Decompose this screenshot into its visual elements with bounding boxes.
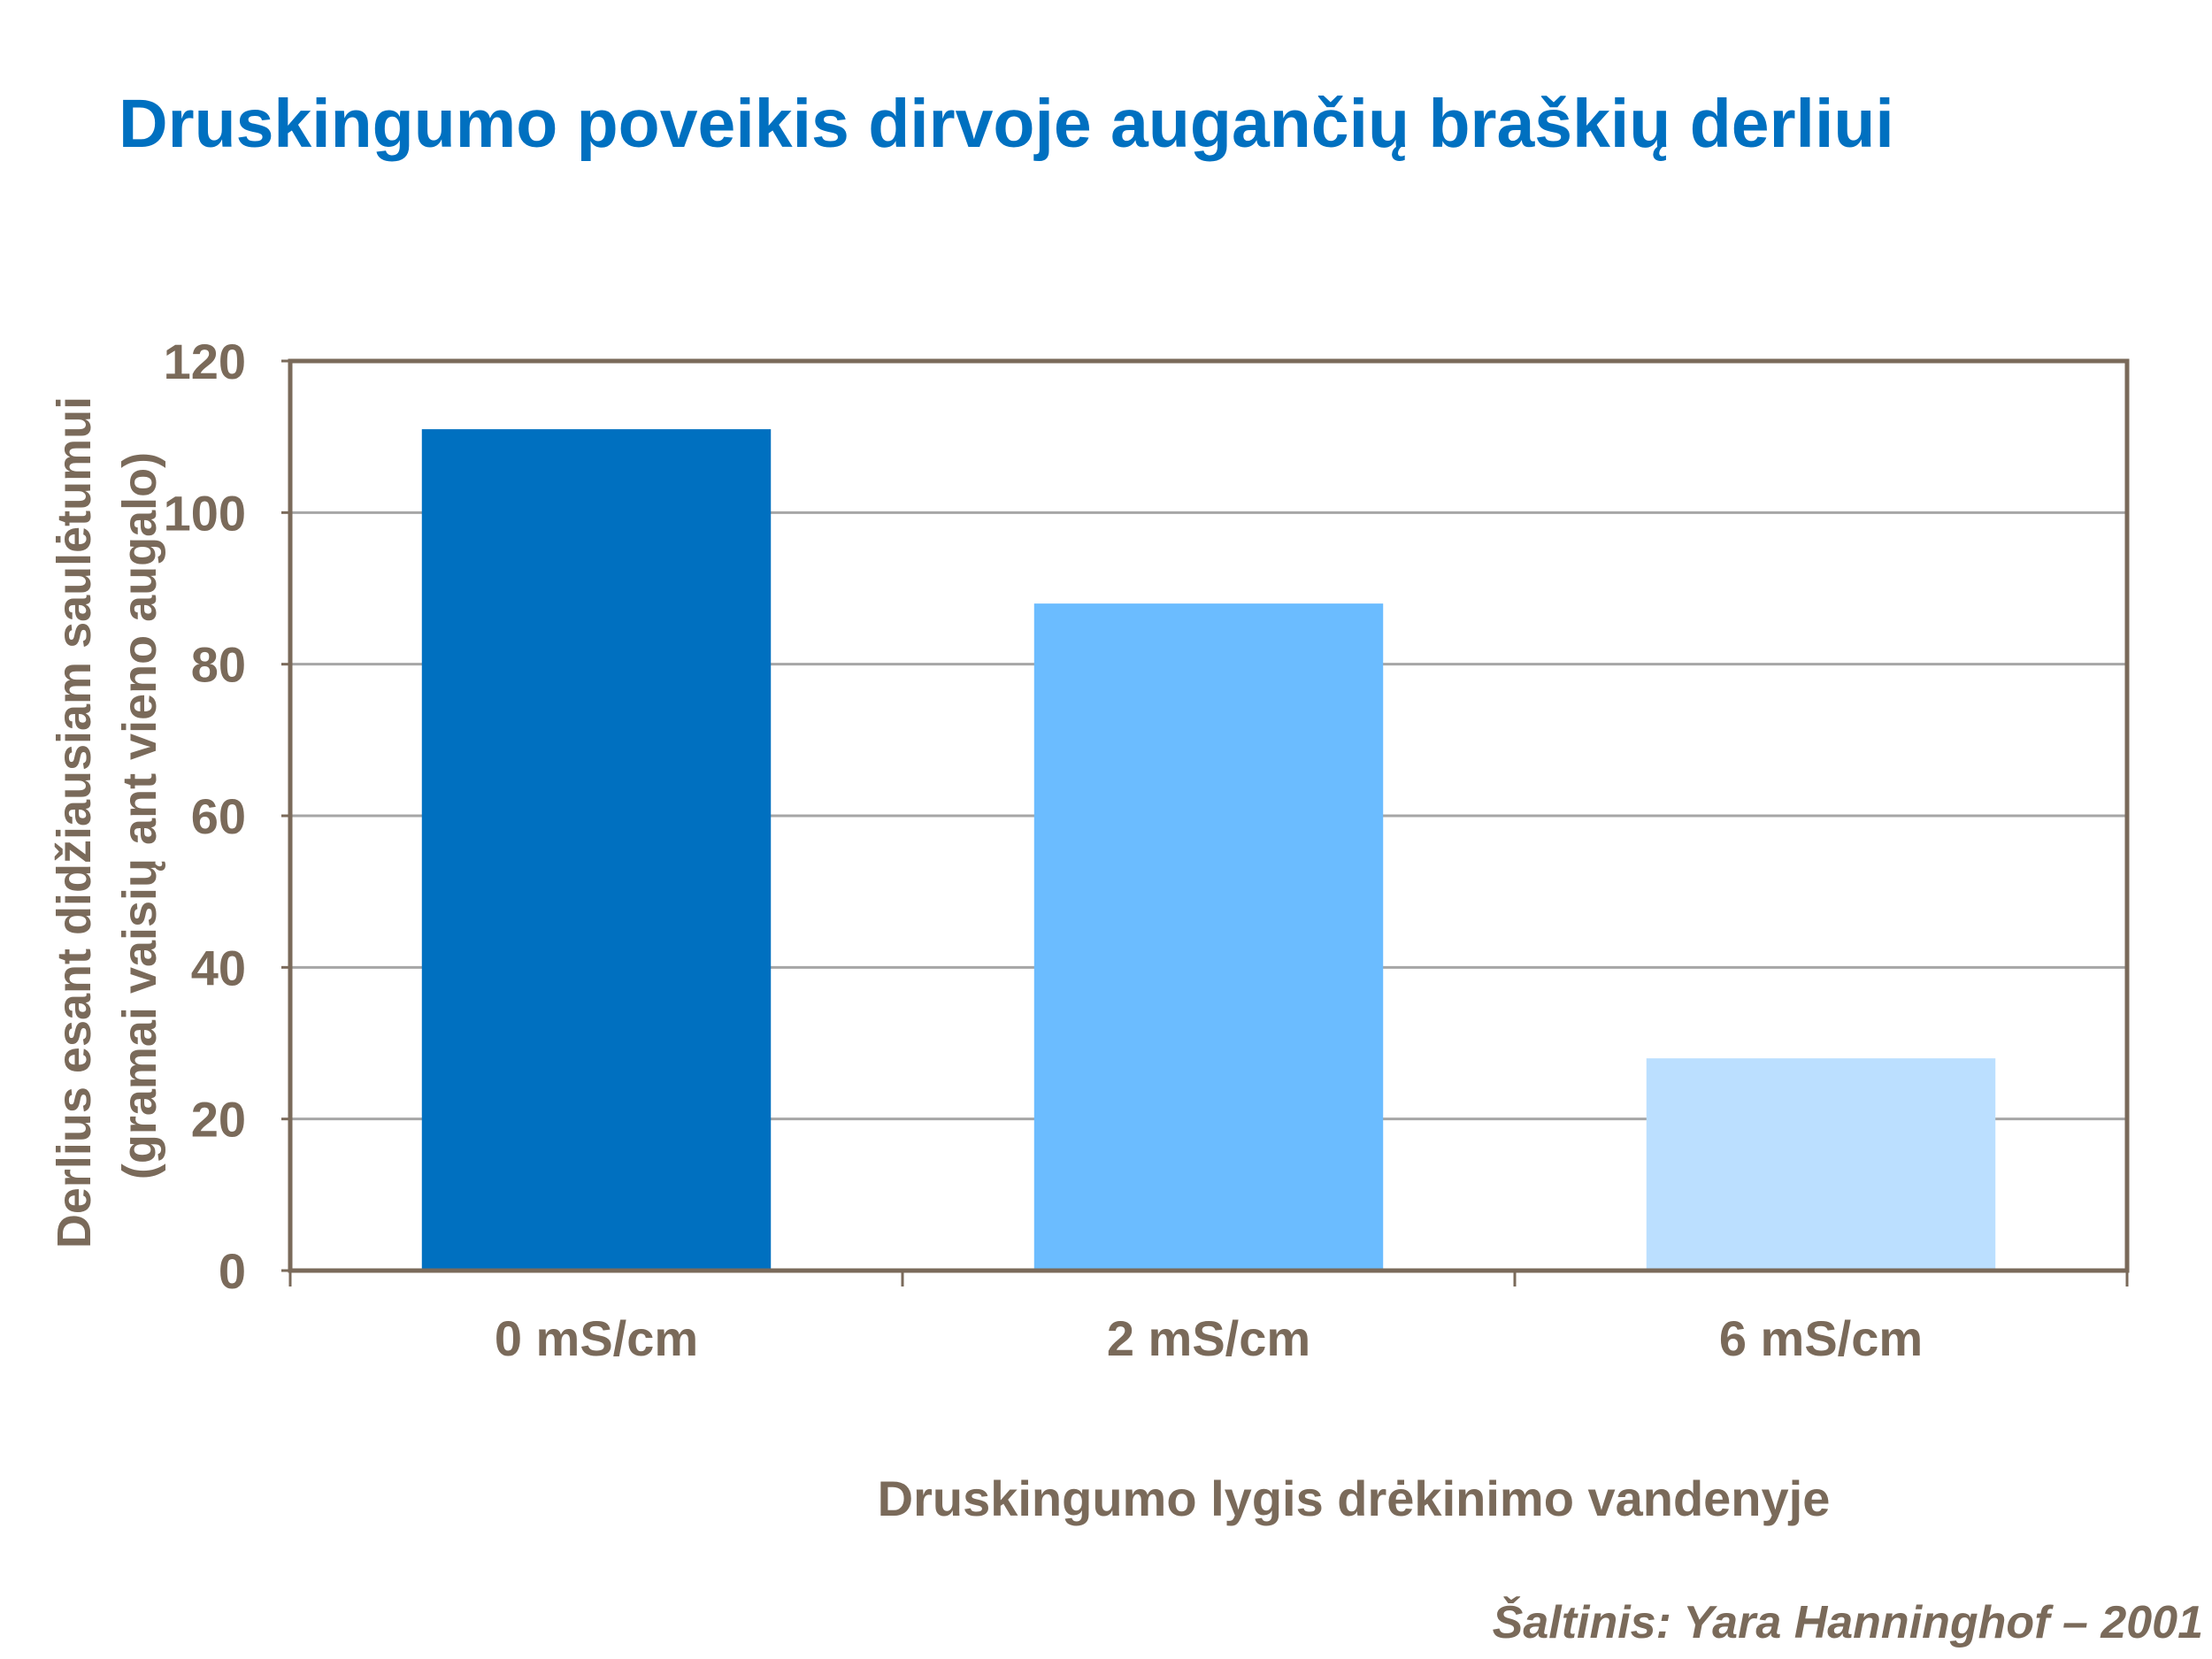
x-category-label: 2 mS/cm [1107,1310,1310,1366]
bar [1646,1058,1996,1271]
y-axis-ticks: 0 20 40 60 80 100 120 [164,334,290,1299]
y-tick-label: 80 [191,637,246,693]
bar [421,429,772,1271]
y-axis-title-line-1: Derlius esant didžiausiam saulėtumui [48,396,101,1248]
x-axis-ticks [288,1271,2129,1286]
y-tick-label: 40 [191,940,246,995]
x-axis-categories: 0 mS/cm 2 mS/cm 6 mS/cm [495,1310,1923,1366]
x-category-label: 0 mS/cm [495,1310,698,1366]
y-tick-label: 100 [164,485,246,541]
slide-title: Druskingumo poveikis dirvoje augančių br… [119,86,1894,162]
x-axis-title: Druskingumo lygis drėkinimo vandenyje [878,1471,1831,1526]
y-axis-title: Derlius esant didžiausiam saulėtumui (gr… [48,383,166,1248]
y-tick-label: 0 [219,1243,246,1299]
x-category-label: 6 mS/cm [1719,1310,1923,1366]
y-tick-label: 20 [191,1092,246,1148]
y-tick-label: 120 [164,334,246,389]
y-tick-label: 60 [191,788,246,844]
y-axis-title-line-2: (gramai vaisių ant vieno augalo) [113,452,166,1179]
bar [1033,603,1384,1271]
source-note: Šaltinis: Yara Hanninghof – 2001 [1492,1597,2203,1648]
bars [421,429,1996,1271]
